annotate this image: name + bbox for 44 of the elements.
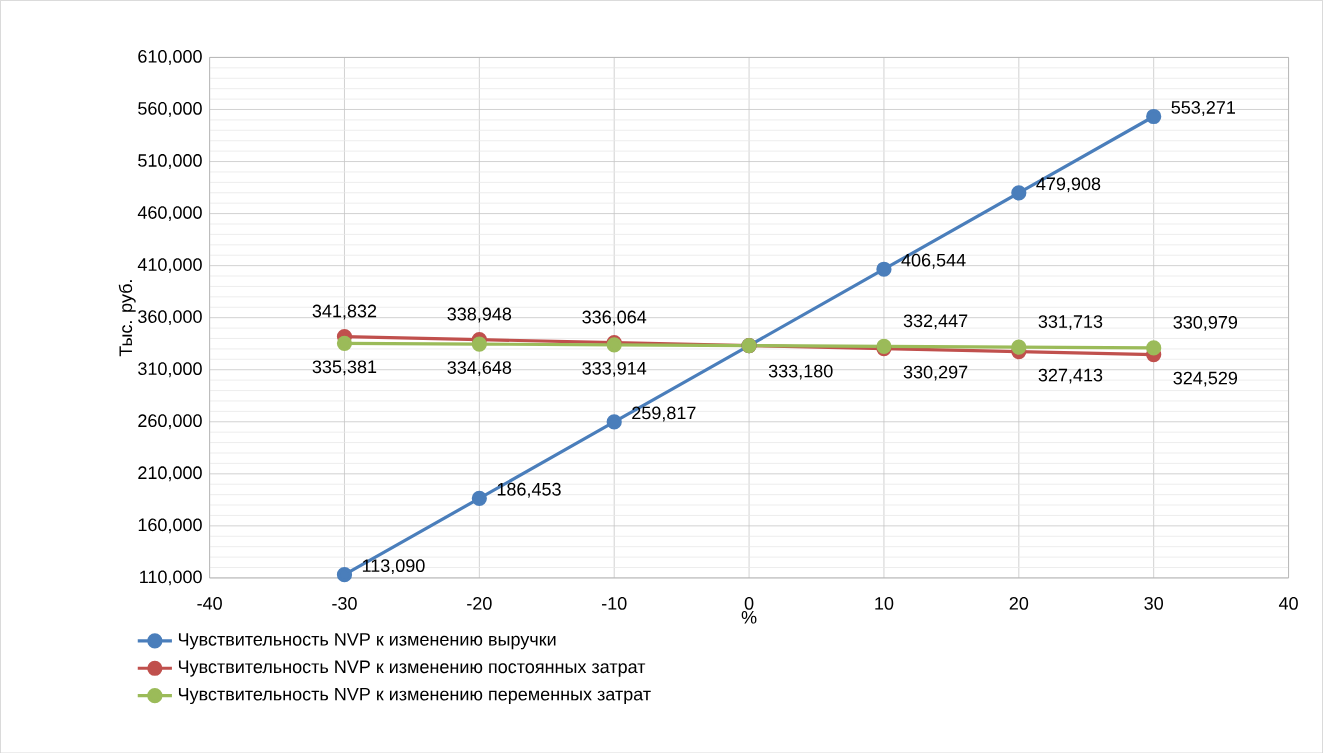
x-tick-label: -30	[332, 596, 357, 610]
data-label: 186,453	[497, 482, 561, 498]
legend-label: Чувствительность NVP к изменению выручки	[178, 632, 556, 650]
data-label: 553,271	[1171, 100, 1235, 116]
data-label: 334,648	[447, 360, 512, 376]
x-tick-label: 20	[1009, 596, 1029, 610]
data-label: 324,529	[1173, 371, 1238, 387]
x-tick-label: 0	[744, 596, 754, 610]
x-tick-label: -20	[467, 596, 492, 610]
legend-label: Чувствительность NVP к изменению переменных затрат	[178, 687, 651, 704]
y-tick-label: 460,000	[137, 205, 202, 221]
y-tick-label: 260,000	[138, 414, 202, 429]
x-tick-label: -40	[197, 596, 222, 610]
x-tick-label: -10	[602, 596, 627, 610]
x-tick-label: 40	[1278, 596, 1298, 610]
data-label: 406,544	[901, 253, 966, 269]
y-tick-label: 610,000	[138, 49, 202, 65]
data-label: 113,090	[362, 559, 425, 574]
data-label: 331,713	[1038, 314, 1103, 330]
x-axis-title: %	[741, 610, 757, 624]
y-tick-label: 410,000	[137, 257, 202, 273]
data-label: 259,817	[632, 406, 696, 422]
y-tick-label: 510,000	[138, 153, 202, 169]
data-label: 338,948	[447, 307, 512, 323]
data-label: 479,908	[1036, 177, 1101, 193]
data-label: 327,413	[1038, 368, 1103, 384]
y-axis-title: Тыс. руб.	[118, 279, 136, 357]
y-tick-label: 310,000	[138, 362, 202, 377]
data-label: 341,832	[312, 304, 377, 320]
x-tick-label: 30	[1144, 596, 1164, 610]
data-label: 336,064	[582, 310, 647, 326]
data-label: 333,180	[768, 364, 833, 380]
y-tick-label: 210,000	[138, 466, 202, 482]
data-label: 335,381	[312, 360, 377, 376]
legend-label: Чувствительность NVP к изменению постоянных затрат	[178, 660, 646, 677]
data-label: 330,297	[903, 365, 968, 381]
y-tick-label: 160,000	[138, 518, 202, 534]
x-tick-label: 10	[875, 596, 894, 610]
data-label: 332,447	[903, 314, 968, 330]
y-tick-label: 360,000	[138, 309, 202, 325]
y-tick-label: 560,000	[138, 101, 202, 117]
data-label: 333,914	[582, 361, 647, 377]
y-tick-label: 110,000	[140, 570, 202, 586]
data-label: 330,979	[1173, 315, 1238, 331]
